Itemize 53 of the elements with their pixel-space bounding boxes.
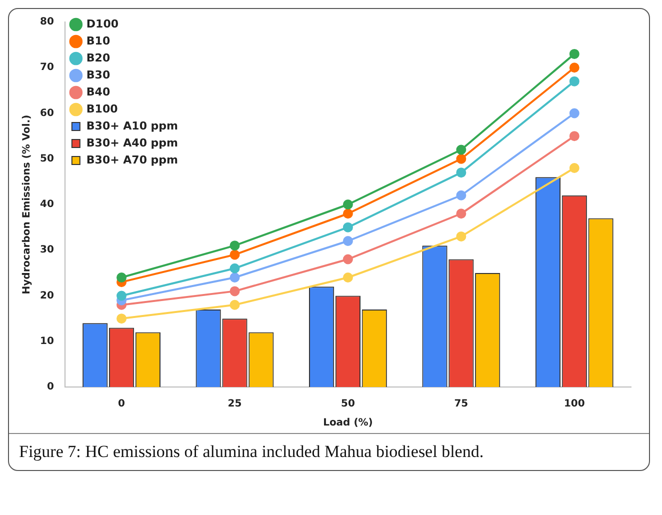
point [569, 76, 580, 86]
x-tick-label: 0 [118, 398, 126, 410]
point [456, 208, 466, 219]
point [569, 108, 580, 118]
point [342, 222, 353, 232]
y-tick-label: 10 [40, 336, 54, 347]
point [342, 200, 353, 210]
point [342, 254, 353, 264]
x-tick-label: 100 [564, 398, 585, 410]
y-tick-label: 80 [40, 16, 54, 28]
point [456, 168, 466, 178]
y-axis-title: Hydrocarbon Emissions (% Vol.) [22, 114, 33, 294]
legend-label: B10 [86, 34, 110, 48]
legend-label: B30+ A10 ppm [86, 119, 178, 132]
point [116, 314, 127, 324]
legend-label: B30 [86, 68, 110, 82]
legend-label: B40 [86, 85, 110, 98]
x-tick-label: 50 [340, 398, 355, 410]
y-tick-label: 70 [40, 62, 54, 74]
point [569, 62, 580, 73]
point [456, 154, 466, 164]
point [569, 48, 580, 59]
point [230, 263, 240, 274]
point [230, 286, 240, 296]
point [342, 272, 353, 282]
x-axis-title: Load (%) [323, 418, 373, 429]
x-tick-label: 25 [228, 398, 242, 410]
legend-label: B20 [86, 51, 110, 64]
x-tick-label: 75 [454, 398, 468, 410]
point [342, 236, 353, 246]
point [456, 144, 466, 155]
point [230, 300, 240, 310]
point [116, 290, 127, 301]
caption: Figure 7: HC emissions of alumina included Mahua biodiesel blend. [9, 433, 649, 470]
legend-label: B100 [86, 102, 118, 116]
y-tick-label: 50 [40, 153, 54, 164]
y-tick-label: 60 [40, 108, 54, 119]
legend-label: B30+ A40 ppm [86, 136, 178, 150]
point [342, 208, 353, 219]
legend-label: D100 [86, 17, 119, 30]
point [456, 190, 466, 200]
y-tick-label: 40 [40, 199, 54, 210]
y-tick-label: 20 [40, 290, 54, 302]
point [456, 231, 466, 242]
point [116, 272, 127, 282]
point [230, 272, 240, 282]
point [230, 250, 240, 260]
legend-label: B30+ A70 ppm [86, 153, 178, 166]
y-tick-label: 30 [40, 244, 54, 256]
y-tick-label: 0 [46, 382, 54, 393]
point [569, 163, 580, 173]
point [569, 131, 580, 142]
point [230, 240, 240, 251]
